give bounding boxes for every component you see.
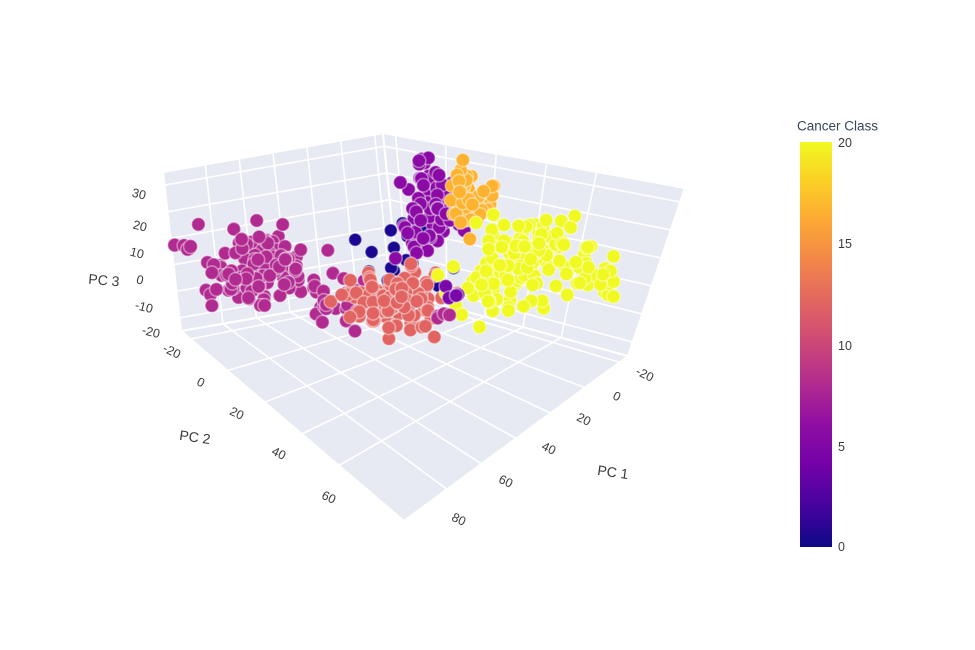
x-axis-tick-label: 60 xyxy=(496,472,515,491)
y-axis-tick-label: 60 xyxy=(319,488,338,507)
z-axis-tick-label: 0 xyxy=(135,272,145,287)
colorbar-tick-label: 15 xyxy=(838,237,852,251)
y-axis-tick-label: 20 xyxy=(227,404,246,423)
colorbar-title: Cancer Class xyxy=(797,118,879,134)
cluster-magenta-front xyxy=(430,306,458,326)
colorbar-tick-label: 20 xyxy=(838,136,852,150)
z-axis-tick-label: -20 xyxy=(141,323,162,341)
cluster-salmon xyxy=(323,256,465,347)
cluster-magenta-main xyxy=(190,212,378,339)
cluster-orange xyxy=(443,152,502,247)
x-axis-tick-label: 20 xyxy=(574,410,593,429)
z-axis-title: PC 3 xyxy=(87,270,121,290)
x-axis-tick-label: 80 xyxy=(449,510,468,529)
cluster-magenta-outliers xyxy=(166,237,199,258)
cluster-yellow xyxy=(430,207,622,335)
cluster-violet-front xyxy=(438,278,466,306)
z-axis-tick-label: 30 xyxy=(131,186,148,203)
z-axis-tick-label: -10 xyxy=(134,298,155,316)
y-axis-tick-label: 40 xyxy=(269,444,288,463)
z-axis-tick-label: 10 xyxy=(129,245,146,262)
colorbar[interactable]: 20 15 10 5 0 xyxy=(800,136,852,554)
scatter-points[interactable] xyxy=(166,150,622,347)
colorbar-tick-label: 10 xyxy=(838,339,852,353)
colorbar-tick-label: 0 xyxy=(838,540,845,554)
colorbar-gradient xyxy=(800,142,832,547)
x-axis-tick-label: 40 xyxy=(539,439,558,458)
colorbar-tick-label: 5 xyxy=(838,440,845,454)
z-axis-tick-label: 20 xyxy=(132,218,149,235)
